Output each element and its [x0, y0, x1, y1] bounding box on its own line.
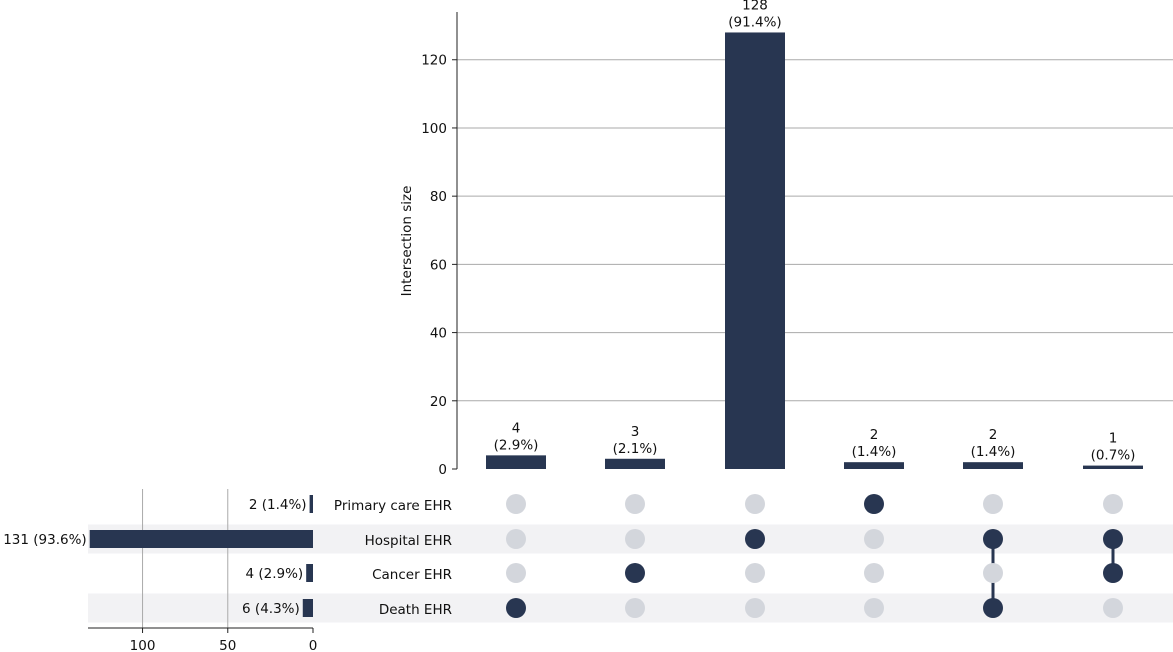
- y-tick-label: 40: [430, 326, 447, 342]
- set-size-label: 2 (1.4%): [249, 497, 307, 513]
- set-size-tick-label: 100: [130, 638, 156, 652]
- membership-dot-inactive: [506, 563, 526, 583]
- set-size-bar: [302, 599, 313, 617]
- intersection-gridlines: [457, 59, 1173, 402]
- set-size-tick-label: 0: [309, 638, 318, 652]
- set-name-label: Death EHR: [379, 602, 452, 618]
- bar-count-label: 1: [1109, 431, 1118, 447]
- y-tick-label: 80: [430, 189, 447, 205]
- bar-percent-label: (0.7%): [1091, 448, 1136, 464]
- intersection-y-axis: 0 20 40 60 80 100 120: [421, 12, 458, 478]
- membership-dot-inactive: [745, 494, 765, 514]
- y-tick-label: 60: [430, 257, 447, 273]
- bar-percent-label: (2.9%): [494, 437, 539, 453]
- intersection-bar: [725, 32, 785, 470]
- y-axis-label: Intersection size: [399, 186, 415, 297]
- membership-dot-inactive: [983, 494, 1003, 514]
- membership-dot-active: [1103, 563, 1123, 583]
- bar-count-label: 2: [989, 427, 998, 443]
- set-size-bar: [309, 495, 313, 513]
- set-name-label: Hospital EHR: [365, 533, 452, 549]
- intersection-bar: [1083, 465, 1143, 469]
- set-size-gridlines: [142, 489, 229, 628]
- set-name-labels: Primary care EHR Hospital EHR Cancer EHR De…: [334, 498, 452, 618]
- bar-percent-label: (1.4%): [971, 444, 1016, 460]
- bar-percent-label: (91.4%): [728, 14, 781, 30]
- set-size-bars: 2 (1.4%) 131 (93.6%) 4 (2.9%) 6 (4.3%): [3, 495, 313, 617]
- set-size-tick-label: 50: [219, 638, 236, 652]
- y-tick-label: 120: [421, 53, 447, 69]
- bar-count-label: 3: [631, 424, 640, 440]
- membership-dot-inactive: [864, 529, 884, 549]
- y-tick-label: 0: [438, 462, 447, 478]
- intersection-bar: [605, 458, 665, 469]
- intersection-bar: [963, 462, 1023, 469]
- bar-percent-label: (2.1%): [613, 441, 658, 457]
- membership-dot-inactive: [506, 494, 526, 514]
- membership-dot-inactive: [983, 563, 1003, 583]
- membership-dot-active: [864, 494, 884, 514]
- set-size-label: 4 (2.9%): [245, 566, 303, 582]
- set-size-bar: [306, 564, 313, 582]
- membership-dot-inactive: [1103, 598, 1123, 618]
- set-size-bar: [89, 530, 313, 548]
- y-tick-label: 100: [421, 121, 447, 137]
- membership-dot-active: [745, 529, 765, 549]
- intersection-bar: [486, 455, 546, 469]
- membership-dot-active: [1103, 529, 1123, 549]
- bar-count-label: 128: [742, 0, 768, 13]
- set-name-label: Cancer EHR: [372, 567, 452, 583]
- membership-dot-inactive: [864, 563, 884, 583]
- membership-dot-active: [983, 598, 1003, 618]
- set-size-label: 131 (93.6%): [3, 532, 86, 548]
- bar-count-label: 4: [512, 420, 521, 436]
- bar-count-label: 2: [870, 427, 879, 443]
- bar-percent-label: (1.4%): [852, 444, 897, 460]
- intersection-bar-labels: 4(2.9%)3(2.1%)128(91.4%)2(1.4%)2(1.4%)1(…: [494, 0, 1136, 464]
- membership-dot-inactive: [745, 598, 765, 618]
- set-size-x-axis: 100 50 0: [88, 627, 318, 652]
- set-name-label: Primary care EHR: [334, 498, 452, 514]
- y-tick-label: 20: [430, 394, 447, 410]
- membership-dot-inactive: [506, 529, 526, 549]
- membership-dot-inactive: [625, 529, 645, 549]
- intersection-bar: [844, 462, 904, 469]
- membership-dot-active: [983, 529, 1003, 549]
- membership-matrix: [506, 494, 1123, 618]
- set-size-label: 6 (4.3%): [242, 601, 300, 617]
- intersection-bars: [486, 32, 1143, 470]
- membership-dot-inactive: [625, 598, 645, 618]
- membership-dot-active: [506, 598, 526, 618]
- membership-dot-inactive: [625, 494, 645, 514]
- membership-dot-active: [625, 563, 645, 583]
- membership-dot-inactive: [745, 563, 765, 583]
- membership-dot-inactive: [1103, 494, 1123, 514]
- membership-dot-inactive: [864, 598, 884, 618]
